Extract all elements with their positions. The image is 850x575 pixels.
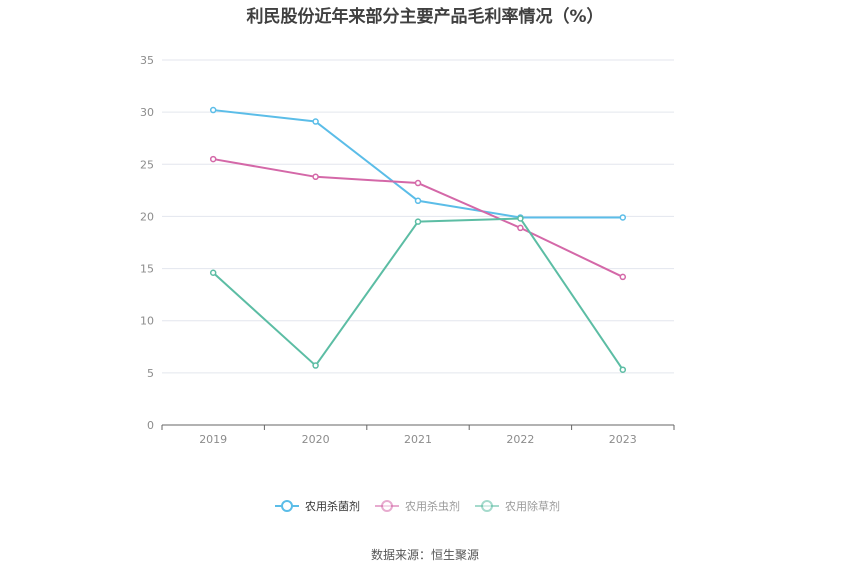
data-point — [209, 155, 217, 163]
x-tick-label: 2020 — [302, 433, 330, 446]
data-point — [312, 173, 319, 181]
y-tick-label: 5 — [147, 367, 154, 380]
data-point — [517, 224, 524, 232]
legend-swatch-marker — [281, 500, 293, 512]
data-point — [517, 215, 524, 222]
chart-title: 利民股份近年来部分主要产品毛利率情况（%） — [246, 7, 604, 27]
y-tick-label: 25 — [140, 158, 154, 171]
legend-swatch-marker — [481, 500, 493, 512]
source-note: 数据来源：恒生聚源 — [370, 548, 479, 562]
data-point — [414, 197, 422, 205]
series — [209, 106, 627, 373]
y-tick-label: 30 — [140, 106, 154, 119]
legend-label: 农用杀虫剂 — [405, 499, 460, 513]
legend-label: 农用除草剂 — [505, 499, 560, 513]
legend-swatch-marker — [381, 500, 393, 512]
x-tick-label: 2023 — [609, 433, 637, 446]
data-point — [209, 106, 217, 114]
y-tick-label: 35 — [140, 54, 154, 67]
series-line-3 — [212, 217, 624, 371]
x-tick-label: 2019 — [199, 433, 227, 446]
y-tick-label: 15 — [140, 263, 154, 276]
grid — [162, 59, 674, 374]
data-point — [312, 118, 319, 125]
x-tick-label: 2022 — [506, 433, 534, 446]
data-point — [312, 362, 319, 369]
data-point — [209, 269, 217, 276]
y-tick-label: 0 — [147, 419, 154, 432]
legend: 农用杀菌剂 农用杀虫剂 农用除草剂 — [275, 499, 560, 513]
data-point — [619, 214, 627, 221]
y-tick-label: 10 — [140, 315, 154, 328]
data-point — [619, 366, 627, 373]
data-point — [414, 179, 422, 187]
x-tick-label: 2021 — [404, 433, 432, 446]
y-tick-label: 20 — [140, 210, 154, 223]
data-point — [414, 218, 422, 225]
data-point — [619, 273, 627, 281]
legend-label: 农用杀菌剂 — [305, 499, 360, 513]
axes: 0 5 10 15 20 25 30 35 2019 2020 2021 2022 2023 — [140, 54, 675, 446]
